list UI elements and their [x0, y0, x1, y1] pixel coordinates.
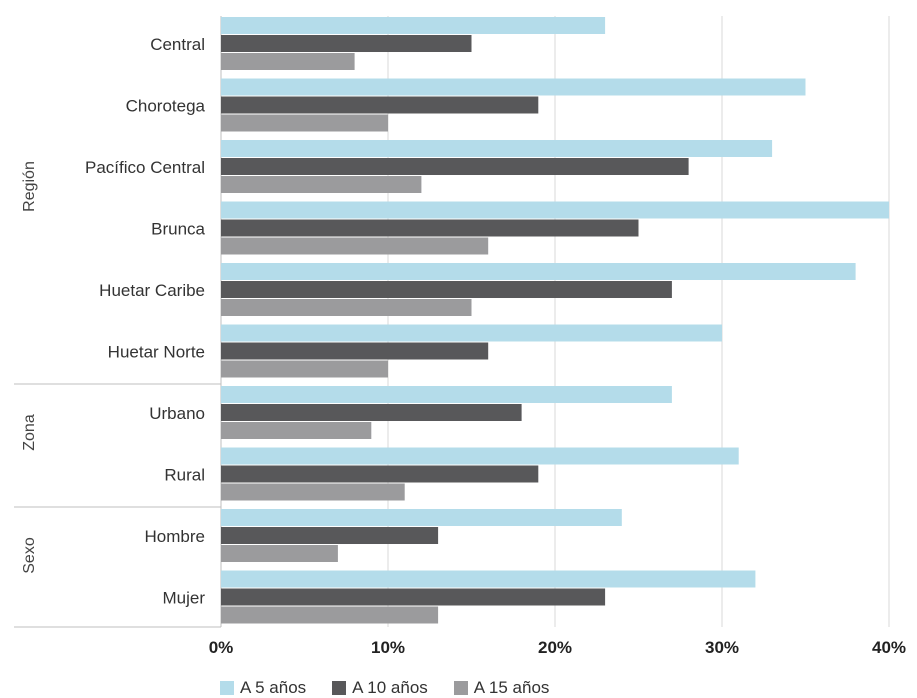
bar — [221, 201, 889, 219]
bar — [221, 324, 722, 342]
bar — [221, 114, 388, 132]
bar — [221, 299, 472, 316]
legend-item: A 15 años — [453, 678, 550, 698]
group-label: Zona — [21, 414, 38, 451]
bar — [221, 509, 622, 526]
category-label: Huetar Caribe — [99, 281, 205, 300]
group-labels: Región Zona Sexo — [14, 161, 221, 628]
bar — [221, 588, 606, 606]
bar — [221, 219, 639, 237]
bar — [221, 606, 439, 624]
bar — [221, 78, 806, 96]
bar — [221, 404, 522, 421]
legend: A 5 años A 10 años A 15 años — [220, 678, 549, 698]
x-tick-label: 0% — [209, 638, 234, 657]
bar — [221, 35, 472, 52]
bar — [221, 465, 539, 483]
x-tick-label: 20% — [538, 638, 572, 657]
bar — [221, 281, 672, 298]
bar — [221, 140, 773, 157]
category-labels: Central Chorotega Pacífico Central Brunca Hu… — [85, 35, 206, 608]
category-label: Mujer — [162, 589, 205, 608]
legend-swatch — [453, 681, 468, 695]
bar — [221, 263, 856, 280]
bar — [221, 360, 388, 378]
bar — [221, 545, 338, 562]
bar — [221, 422, 372, 439]
bar — [221, 158, 689, 175]
bars — [221, 17, 889, 624]
x-tick-label: 30% — [705, 638, 739, 657]
legend-swatch — [332, 681, 347, 695]
bar — [221, 447, 739, 465]
legend-label: A 5 años — [240, 678, 307, 697]
legend-item: A 5 años — [220, 678, 306, 698]
legend-swatch — [220, 681, 234, 695]
category-label: Hombre — [145, 527, 205, 546]
category-label: Huetar Norte — [108, 343, 205, 362]
category-label: Chorotega — [126, 97, 206, 116]
bar — [221, 570, 756, 588]
bar — [221, 342, 489, 360]
group-label: Sexo — [21, 537, 38, 574]
category-label: Brunca — [151, 220, 205, 239]
bar — [221, 527, 439, 544]
category-label: Urbano — [149, 404, 205, 423]
bar — [221, 483, 405, 501]
category-label: Pacífico Central — [85, 158, 205, 177]
group-label: Región — [21, 161, 38, 212]
bar — [221, 176, 422, 193]
x-tick-label: 40% — [872, 638, 906, 657]
x-tick-label: 10% — [371, 638, 405, 657]
x-tick-labels: 0% 10% 20% 30% 40% — [209, 638, 906, 657]
bar — [221, 53, 355, 70]
category-label: Rural — [164, 466, 205, 485]
bar — [221, 386, 672, 403]
bar — [221, 96, 539, 114]
bar — [221, 237, 489, 255]
legend-item: A 10 años — [332, 678, 428, 698]
category-label: Central — [150, 35, 205, 54]
legend-label: A 10 años — [352, 678, 428, 697]
bar — [221, 17, 606, 34]
legend-label: A 15 años — [473, 678, 550, 697]
